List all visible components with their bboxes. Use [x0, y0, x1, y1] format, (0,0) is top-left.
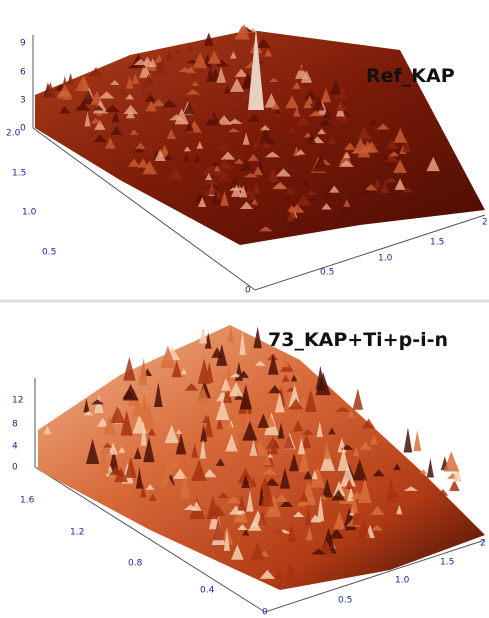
x-tick-label: 1.0 — [378, 254, 393, 264]
y-tick-label: 1.2 — [70, 528, 84, 538]
y-tick-label: 1.5 — [12, 169, 26, 179]
y-tick-label: 0.4 — [200, 586, 215, 596]
y-tick-label: 0.8 — [128, 559, 143, 569]
figure: Ref_KAP96302.01.51.00.500.51.01.52 73_KA… — [0, 0, 489, 618]
x-tick-label: 1.5 — [430, 238, 444, 248]
x-tick-label: 0.5 — [320, 268, 334, 278]
x-tick-label: 0.5 — [338, 596, 352, 606]
z-tick-label: 4 — [12, 442, 18, 452]
y-tick-label: 1.0 — [22, 208, 37, 218]
x-tick-label: 2 — [482, 218, 488, 228]
y-tick-label: 0 — [262, 608, 268, 618]
panel-label: 73_KAP+Ti+p-i-n — [268, 329, 448, 351]
z-tick-label: 6 — [20, 68, 26, 78]
z-tick-label: 3 — [20, 96, 26, 106]
z-tick-label: 12 — [12, 396, 23, 406]
panel-label: Ref_KAP — [366, 65, 455, 87]
z-tick-label: 0 — [12, 463, 18, 473]
y-tick-label: 1.6 — [20, 496, 35, 506]
z-tick-label: 0 — [20, 124, 26, 134]
y-tick-label: 0.5 — [42, 248, 56, 258]
y-tick-label: 0 — [245, 286, 251, 296]
x-tick-label: 1.0 — [395, 576, 410, 586]
z-tick-label: 8 — [12, 420, 18, 430]
x-tick-label: 2 — [480, 539, 486, 549]
z-tick-label: 9 — [20, 39, 26, 49]
x-tick-label: 1.5 — [440, 558, 454, 568]
y-tick-label: 2.0 — [6, 129, 21, 139]
